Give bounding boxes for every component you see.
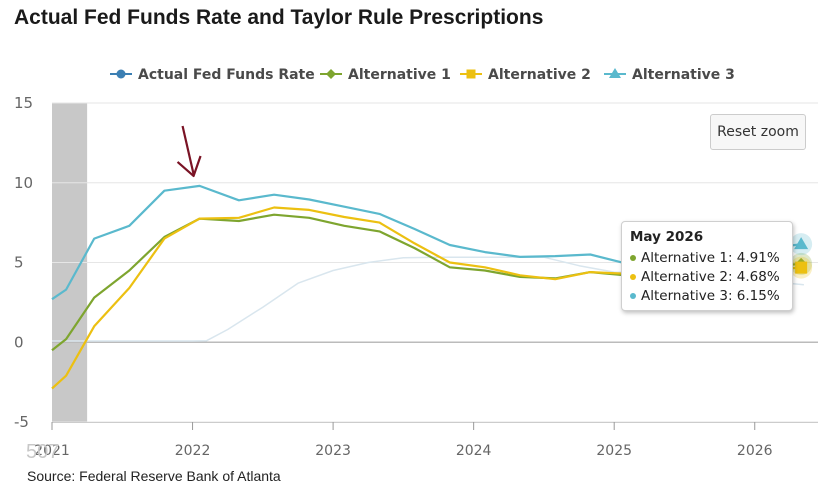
tooltip-dot-alt2 [630, 273, 636, 280]
reset-zoom-button[interactable]: Reset zoom [710, 114, 806, 150]
annotation-group [176, 125, 202, 178]
y-tick-label: 0 [14, 333, 24, 351]
legend-label-actual: Actual Fed Funds Rate [138, 67, 315, 83]
source-note: Source: Federal Reserve Bank of Atlanta [27, 468, 281, 484]
tooltip-row-alt2: Alternative 2: 4.68% [630, 267, 784, 286]
x-tick-label: 2026 [737, 443, 773, 459]
legend-label-alt1: Alternative 1 [348, 67, 451, 83]
y-tick-label: 5 [14, 254, 24, 272]
annotation-arrow-shaft [181, 125, 195, 175]
y-tick-label: 15 [14, 94, 33, 112]
tooltip-value-alt1: Alternative 1: 4.91% [641, 249, 780, 266]
marker-alt3 [794, 237, 809, 250]
faded-page-number: 507 [26, 441, 60, 463]
tooltip-row-alt1: Alternative 1: 4.91% [630, 248, 784, 267]
x-tick-label: 2021 [34, 443, 70, 459]
tooltip-row-alt3: Alternative 3: 6.15% [630, 286, 784, 305]
legend-marker-alt2 [466, 69, 476, 79]
tooltip-dot-alt1 [630, 254, 636, 261]
legend-marker-actual [116, 69, 126, 79]
axes-group: -5 0 5 10 15 2021 2022 2023 2024 2025 2026 [14, 94, 818, 459]
legend: Actual Fed Funds Rate Alternative 1 Altern… [110, 67, 735, 83]
tooltip-title: May 2026 [630, 229, 704, 245]
x-tick-label: 2023 [315, 443, 351, 459]
tooltip-value-alt2: Alternative 2: 4.68% [641, 268, 780, 285]
tooltip-dot-alt3 [630, 292, 636, 299]
legend-marker-alt1 [326, 69, 336, 79]
y-tick-label: 10 [14, 174, 33, 192]
legend-label-alt3: Alternative 3 [632, 67, 735, 83]
legend-marker-alt3 [609, 68, 621, 78]
y-tick-label: -5 [14, 413, 29, 431]
x-tick-label: 2024 [456, 443, 492, 459]
x-tick-label: 2022 [175, 443, 211, 459]
chart-title: Actual Fed Funds Rate and Taylor Rule Pr… [14, 6, 544, 29]
legend-label-alt2: Alternative 2 [488, 67, 591, 83]
marker-alt2 [795, 261, 808, 274]
annotation-arrow-head [176, 155, 202, 178]
tooltip: May 2026 Alternative 1: 4.91% Alternativ… [621, 221, 793, 311]
x-tick-label: 2025 [596, 443, 632, 459]
tooltip-value-alt3: Alternative 3: 6.15% [641, 287, 780, 304]
